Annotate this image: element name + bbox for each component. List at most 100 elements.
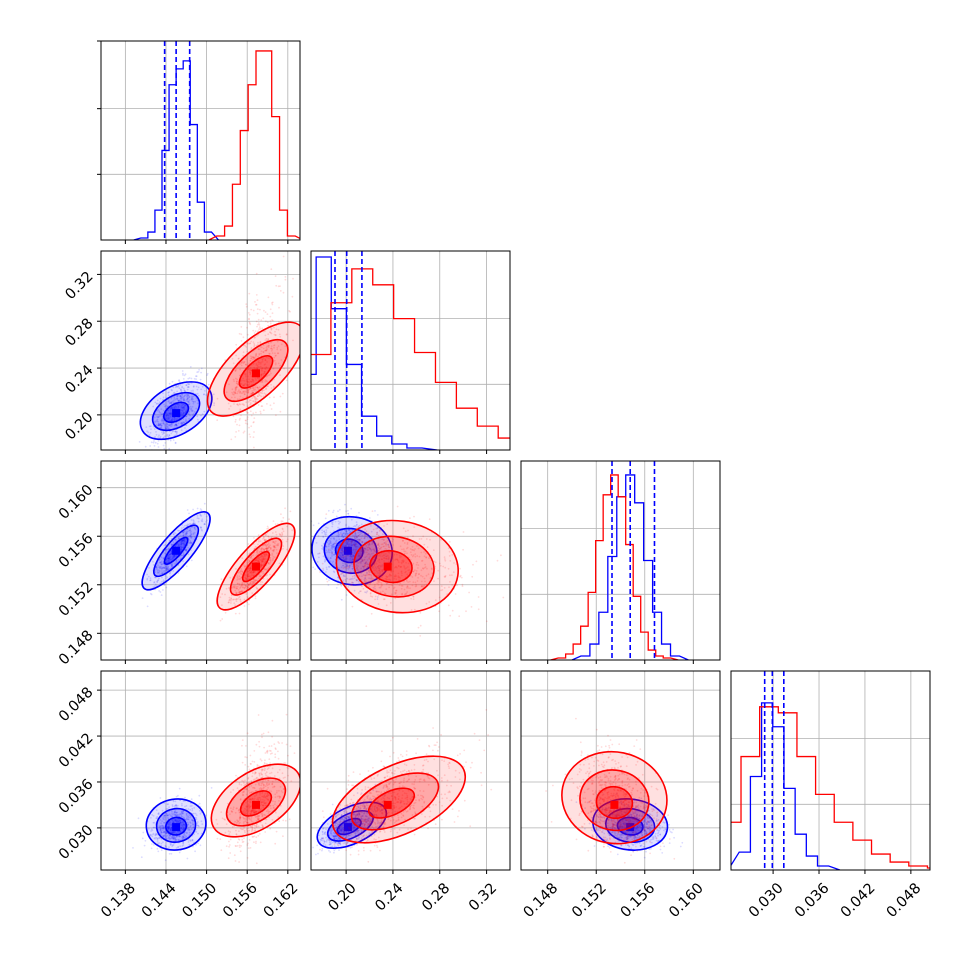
scatter-point <box>194 522 197 525</box>
scatter-point <box>240 362 243 364</box>
scatter-point <box>157 579 160 581</box>
scatter-point <box>247 342 250 345</box>
scatter-point <box>190 537 192 539</box>
scatter-point <box>165 427 167 430</box>
scatter-point <box>182 405 185 408</box>
scatter-point <box>260 352 262 355</box>
scatter-point <box>161 572 163 575</box>
scatter-point <box>189 534 192 537</box>
scatter-point <box>247 391 250 394</box>
scatter-point <box>157 402 160 405</box>
scatter-point <box>183 544 186 546</box>
scatter-point <box>245 380 248 383</box>
scatter-point <box>242 379 245 382</box>
scatter-point <box>175 385 178 388</box>
scatter-point <box>186 857 189 860</box>
scatter-point <box>258 328 260 330</box>
scatter-point <box>187 394 190 397</box>
scatter-point <box>247 381 250 383</box>
scatter-point <box>157 436 160 438</box>
scatter-point <box>168 400 170 402</box>
scatter-point <box>248 426 250 429</box>
scatter-point <box>159 424 162 427</box>
scatter-point <box>271 552 274 555</box>
scatter-point <box>257 366 260 368</box>
scatter-point <box>344 503 346 506</box>
scatter-point <box>277 352 280 355</box>
scatter-point <box>247 392 249 394</box>
scatter-point <box>172 430 175 433</box>
scatter-point <box>257 348 260 350</box>
scatter-point <box>196 515 199 517</box>
scatter-point <box>248 362 251 365</box>
scatter-point <box>158 566 160 569</box>
scatter-point <box>166 568 169 571</box>
scatter-point <box>236 386 238 389</box>
scatter-point <box>243 565 246 568</box>
scatter-point <box>274 330 276 333</box>
scatter-point <box>273 548 276 551</box>
scatter-point <box>203 393 206 396</box>
scatter-point <box>149 577 152 580</box>
scatter-point <box>170 412 172 415</box>
scatter-point <box>206 519 208 522</box>
scatter-point <box>152 405 155 408</box>
scatter-point <box>156 570 159 573</box>
scatter-point <box>187 383 190 386</box>
scatter-point <box>257 559 259 562</box>
scatter-point <box>192 385 195 388</box>
scatter-point <box>246 350 249 353</box>
scatter-point <box>159 567 161 570</box>
scatter-point <box>241 392 244 394</box>
histogram-series-1 <box>208 50 300 240</box>
scatter-point <box>190 408 193 411</box>
scatter-point <box>252 381 255 383</box>
scatter-point <box>196 402 199 405</box>
scatter-point <box>264 379 267 381</box>
scatter-point <box>449 614 452 617</box>
scatter-point <box>252 400 254 402</box>
scatter-point <box>242 403 245 406</box>
scatter-point <box>234 589 237 592</box>
scatter-point <box>191 523 194 525</box>
scatter-point <box>321 562 324 565</box>
scatter-point <box>249 371 252 374</box>
scatter-point <box>249 380 252 383</box>
scatter-point <box>161 566 163 569</box>
scatter-point <box>254 377 257 380</box>
scatter-point <box>185 524 188 527</box>
scatter-point <box>248 433 251 436</box>
scatter-point <box>170 564 173 567</box>
scatter-point <box>206 374 209 376</box>
scatter-point <box>162 556 165 559</box>
density-peak-0 <box>172 409 181 418</box>
scatter-point <box>183 543 186 545</box>
scatter-point <box>163 583 166 586</box>
scatter-point <box>182 546 185 549</box>
scatter-point <box>190 533 193 536</box>
scatter-point <box>180 543 183 546</box>
scatter-point <box>257 534 260 537</box>
scatter-point <box>174 404 177 407</box>
scatter-point <box>246 326 248 329</box>
scatter-point <box>174 417 177 420</box>
scatter-point <box>166 427 168 430</box>
scatter-point <box>255 352 258 355</box>
scatter-point <box>267 374 270 377</box>
scatter-point <box>149 579 152 581</box>
scatter-point <box>180 411 183 414</box>
scatter-point <box>234 436 237 438</box>
scatter-point <box>183 538 186 540</box>
scatter-point <box>173 399 175 401</box>
scatter-point <box>157 409 160 411</box>
scatter-point <box>153 440 155 442</box>
scatter-point <box>196 392 199 395</box>
scatter-point <box>168 402 171 404</box>
scatter-point <box>265 388 267 391</box>
scatter-point <box>258 393 260 396</box>
scatter-point <box>250 369 253 372</box>
scatter-point <box>247 368 250 371</box>
scatter-point <box>181 422 184 425</box>
scatter-point <box>190 377 193 380</box>
scatter-point <box>159 582 162 585</box>
